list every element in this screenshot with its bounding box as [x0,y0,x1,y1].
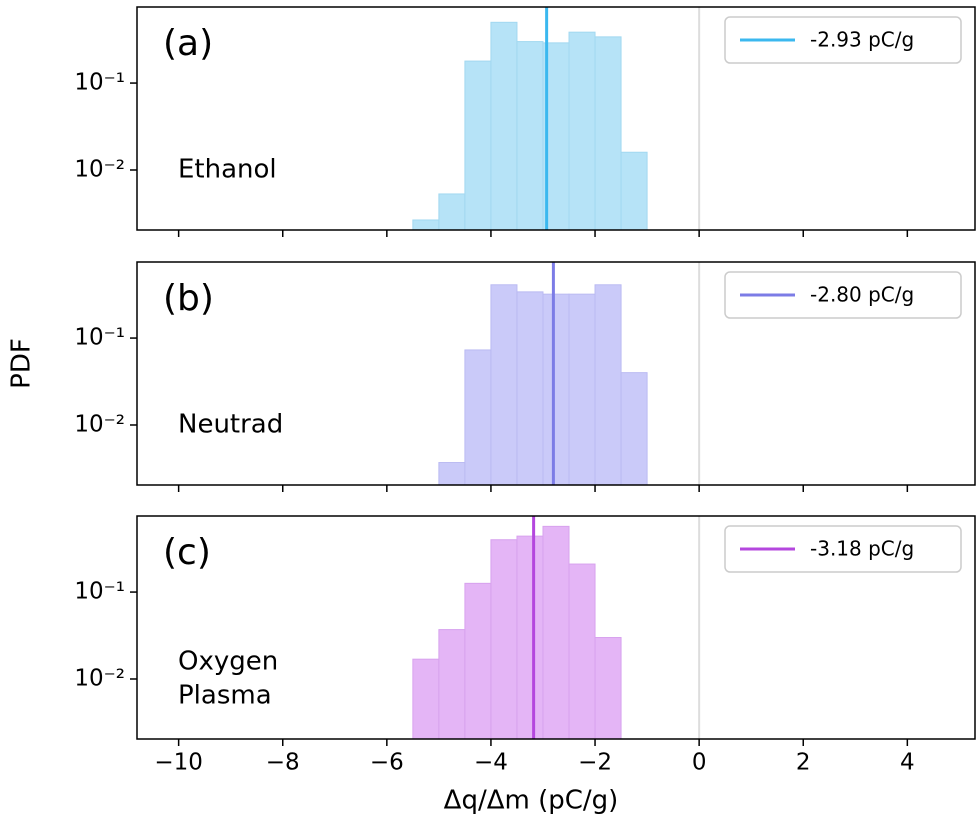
x-tick-label: 0 [692,750,707,776]
bar [594,284,622,486]
bar [594,36,622,231]
bar [620,372,648,486]
y-tick-label: 10⁻² [74,665,125,691]
y-tick-label: 10⁻¹ [74,579,125,605]
legend-label: -3.18 pC/g [810,537,914,561]
bar [620,151,648,231]
legend-label: -2.80 pC/g [810,283,914,307]
plot-frame [136,261,976,486]
legend-box [724,271,962,319]
sample-label: Oxygen [178,647,278,677]
sample-label: Ethanol [178,155,277,185]
bar [594,637,622,740]
sample-label: Plasma [178,681,272,711]
legend-box [724,16,962,64]
bar [542,293,570,486]
bar [438,629,466,740]
bar [464,60,492,231]
sample-label: Neutrad [178,410,283,440]
y-axis-label: PDF [7,338,37,389]
x-axis-label: Δq/Δm (pC/g) [444,786,619,816]
bar [516,291,544,486]
bar [438,193,466,231]
x-tick-label: 2 [796,750,811,776]
bar [568,563,596,740]
y-tick-label: 10⁻¹ [74,70,125,96]
x-tick-label: −10 [154,750,203,776]
bar [490,284,518,486]
panel-label: (b) [163,278,214,319]
y-tick-label: 10⁻² [74,411,125,437]
x-tick-label: −6 [370,750,404,776]
panel-label: (a) [163,23,213,64]
y-tick-label: 10⁻¹ [74,325,125,351]
bar [412,219,440,231]
bar [490,21,518,231]
bar [568,293,596,486]
bar [516,535,544,740]
bar [464,582,492,740]
plot-frame [136,6,976,231]
bar [438,462,466,486]
bar [542,525,570,740]
bar [490,539,518,740]
y-tick-label: 10⁻² [74,156,125,182]
plot-frame [136,515,976,740]
bar [412,658,440,740]
legend-label: -2.93 pC/g [810,28,914,52]
bar [516,41,544,231]
panel-label: (c) [163,532,211,573]
bar [568,31,596,231]
x-tick-label: −8 [266,750,300,776]
legend-box [724,525,962,573]
x-tick-label: 4 [900,750,915,776]
x-tick-label: −4 [474,750,508,776]
x-tick-label: −2 [578,750,612,776]
bar [464,349,492,486]
